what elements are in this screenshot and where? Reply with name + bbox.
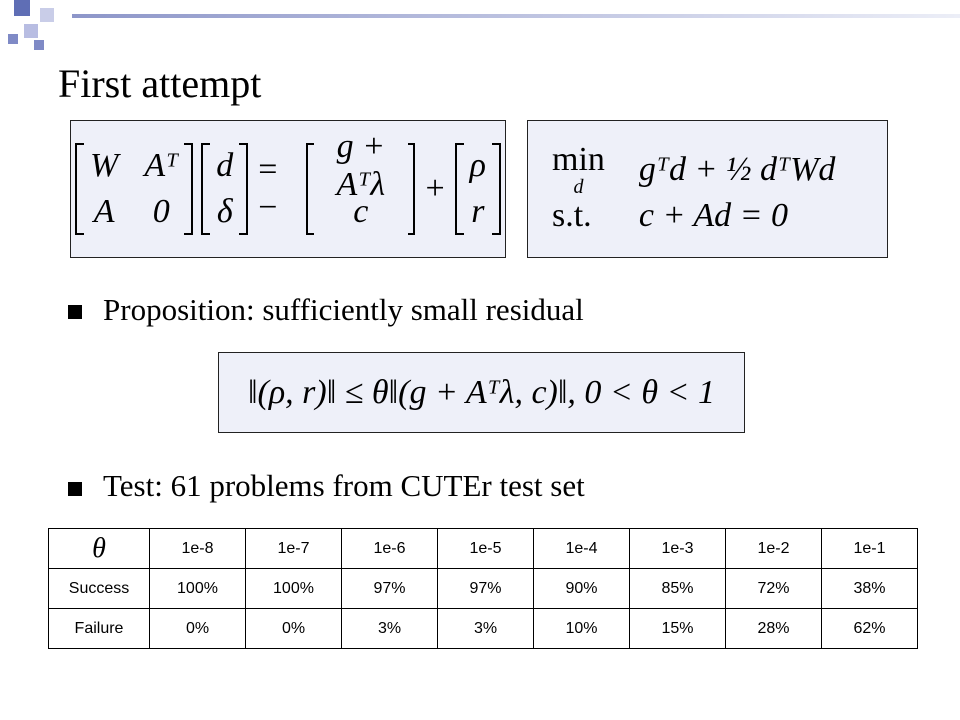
decor [34,40,44,50]
vector-entry: r [471,193,485,230]
table-cell: 1e-2 [725,528,822,569]
matrix-entry: Aᵀ [144,147,179,184]
results-table: θ 1e-8 1e-7 1e-6 1e-5 1e-4 1e-3 1e-2 1e-1 Success… [48,528,918,649]
min-sub: d [573,176,584,198]
table-header: θ 1e-8 1e-7 1e-6 1e-5 1e-4 1e-3 1e-2 1e-1 [48,528,918,569]
table-cell: 0% [149,608,246,649]
vector-entry: d [216,147,234,184]
top-rule [72,14,960,18]
table-cell: 28% [725,608,822,649]
decor [24,24,38,38]
bullet-text: Test: 61 problems from CUTEr test set [103,468,585,503]
table-cell: 97% [437,568,534,609]
matrix-entry: W [90,147,119,184]
vector-entry: g + Aᵀλ [336,128,386,203]
table-row: Success 100% 100% 97% 97% 90% 85% 72% 38% [48,568,918,609]
table-cell: 3% [341,608,438,649]
decor [40,8,54,22]
table-cell: 85% [629,568,726,609]
table-cell: 62% [821,608,918,649]
subject-to: s.t. [552,197,592,234]
table-cell: 3% [437,608,534,649]
table-cell: 1e-3 [629,528,726,569]
matrix-entry: 0 [152,193,170,230]
table-cell: 38% [821,568,918,609]
min: min [552,141,605,178]
table-cell: 15% [629,608,726,649]
table-cell: 100% [149,568,246,609]
table-cell: 1e-6 [341,528,438,569]
objective: gᵀd + ½ dᵀWd [638,151,836,188]
condition: ‖(ρ, r)‖ ≤ θ‖(g + Aᵀλ, c)‖, 0 < θ < 1 [247,373,716,411]
table-cell: 72% [725,568,822,609]
bullet [68,482,82,496]
bullet [68,305,82,319]
table-cell: 1e-1 [821,528,918,569]
table-cell: θ [48,528,150,569]
decor [8,34,18,44]
table-cell: 1e-5 [437,528,534,569]
table-cell: Success [48,568,150,609]
table-cell: 1e-7 [245,528,342,569]
condition-equation: ‖(ρ, r)‖ ≤ θ‖(g + Aᵀλ, c)‖, 0 < θ < 1 [218,352,745,433]
matrix-entry: A [93,193,115,230]
table-row: Failure 0% 0% 3% 3% 10% 15% 28% 62% [48,608,918,649]
table-cell: 0% [245,608,342,649]
bullet-text: Proposition: sufficiently small residual [103,292,584,327]
table-cell: 90% [533,568,630,609]
vector-entry: δ [216,193,233,230]
qp-equation: min d gᵀd + ½ dᵀWd s.t. c + Ad = 0 [527,120,888,258]
constraint: c + Ad = 0 [638,197,789,234]
table-cell: 1e-8 [149,528,246,569]
vector-entry: c [353,193,369,230]
operator: + [425,170,445,207]
operator: = − [258,151,278,226]
title: First attempt [58,61,262,106]
table-cell: Failure [48,608,150,649]
table-cell: 1e-4 [533,528,630,569]
table-cell: 100% [245,568,342,609]
table-cell: 10% [533,608,630,649]
table-cell: 97% [341,568,438,609]
decor [14,0,30,16]
vector-entry: ρ [469,147,486,184]
